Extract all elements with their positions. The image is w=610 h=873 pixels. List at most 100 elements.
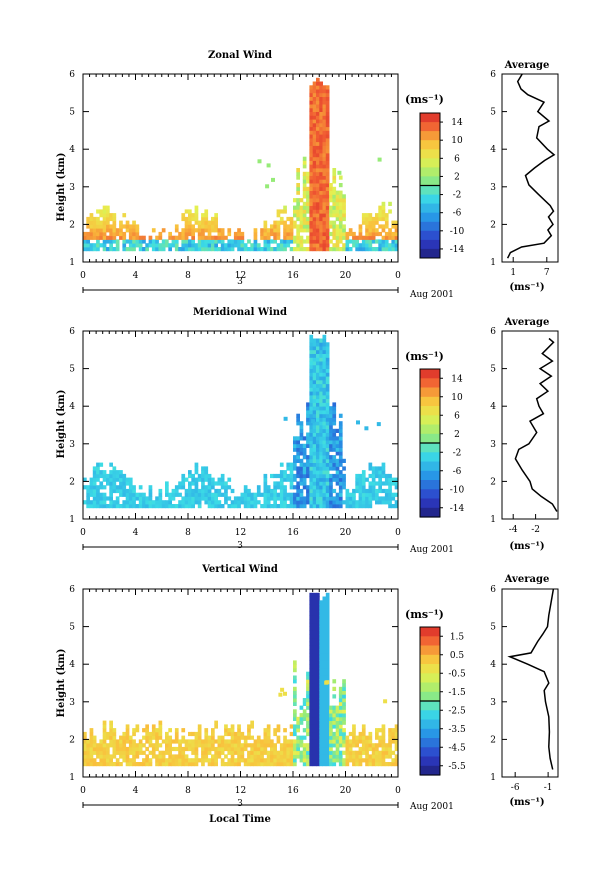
heatmap-cell [316,134,320,139]
heatmap-cell [135,743,140,748]
x-tick-label: 0 [395,786,401,796]
heatmap-cell [322,247,327,252]
heatmap-cell [368,243,373,248]
heatmap-cell [358,243,363,248]
heatmap-cell [227,758,232,763]
heatmap-cell [161,228,166,233]
heatmap-cell [188,231,192,237]
heatmap-cell [263,239,268,244]
heatmap-cell [286,754,291,759]
heatmap-cell [316,379,320,385]
heatmap-cell [256,754,261,759]
heatmap-cell [257,159,262,164]
heatmap-cell [329,231,333,237]
heatmap-cell [306,731,310,737]
heatmap-cell [204,485,209,490]
heatmap-cell [371,750,376,755]
heatmap-cell [365,500,369,505]
heatmap-cell [325,402,330,407]
heatmap-cell [368,500,373,505]
heatmap-cell [211,739,215,744]
heatmap-cell [352,500,356,505]
heatmap-cell [342,213,346,218]
heatmap-cell [256,762,261,767]
heatmap-cell [342,709,346,714]
heatmap-cell [322,641,327,646]
heatmap-cell [89,477,94,482]
y-tick-label: 6 [69,327,75,337]
heatmap-cell [319,231,323,237]
heatmap-cell [309,190,314,195]
heatmap-cell [263,746,268,752]
heatmap-cell [256,488,261,494]
heatmap-cell [109,504,113,509]
heatmap-cell [325,488,330,494]
heatmap-cell [168,247,172,252]
heatmap-cell [316,220,320,225]
heatmap-cell [250,720,254,725]
heatmap-cell [316,194,320,199]
heatmap-cell [158,750,163,755]
heatmap-cell [342,477,346,482]
heatmap-cell [201,220,205,225]
heatmap-cell [325,126,330,131]
heatmap-cell [151,243,156,248]
heatmap-cell [309,713,314,718]
heatmap-cell [256,746,261,752]
heatmap-cell [338,175,343,180]
heatmap-cell [309,160,314,165]
heatmap-cell [263,477,268,482]
heatmap-cell [322,383,327,388]
heatmap-cell [322,626,327,631]
heatmap-cell [309,709,314,714]
heatmap-cell [322,338,327,343]
heatmap-cell [316,500,320,505]
panel-vertical-wind: Vertical Wind Height (km) 0 4 8 12 16 20 01234… [56,564,559,825]
colorbar-segment [420,424,440,435]
heatmap-cell [184,739,189,744]
heatmap-cell [355,247,359,252]
heatmap-cell [306,175,310,180]
heatmap-cell [312,372,317,377]
heatmap-cell [299,436,304,441]
heatmap-cell [240,492,245,497]
heatmap-cell [263,500,268,505]
heatmap-cell [325,701,330,706]
heatmap-cell [270,224,274,229]
heatmap-cell [270,496,274,501]
heatmap-cell [273,239,277,244]
heatmap-cell [135,724,140,729]
heatmap-cell [293,436,297,441]
heatmap-cell [384,762,389,767]
heatmap-cell [279,754,284,759]
heatmap-cell [329,728,333,733]
x-tick-label: 20 [340,786,352,796]
colorbar-tick-label: 6 [454,154,460,164]
heatmap-cell [266,504,271,509]
heatmap-cell [207,228,212,233]
heatmap-cell [112,488,117,494]
heatmap-cell [329,724,333,729]
heatmap-cell [204,743,209,748]
heatmap-cell [191,216,195,222]
colorbar-segment [420,443,440,453]
heatmap-cell [86,235,90,240]
heatmap-cell [86,754,90,759]
heatmap-cell [309,652,314,658]
heatmap-cell [319,611,323,616]
heatmap-cell [312,671,317,676]
heatmap-cell [319,149,323,154]
heatmap-cell [381,758,386,763]
heatmap-cell [184,235,189,240]
heatmap-cell [316,709,320,714]
heatmap-cell [83,247,87,252]
colorbar-segment [420,185,440,196]
heatmap-cell [158,496,163,501]
heatmap-cell [384,473,389,479]
heatmap-cell [283,477,287,482]
colorbar-segment [420,747,440,758]
heatmap-cell [302,183,307,188]
heatmap-cell [322,353,327,358]
heatmap-cell [319,728,323,733]
heatmap-cell [384,231,389,237]
